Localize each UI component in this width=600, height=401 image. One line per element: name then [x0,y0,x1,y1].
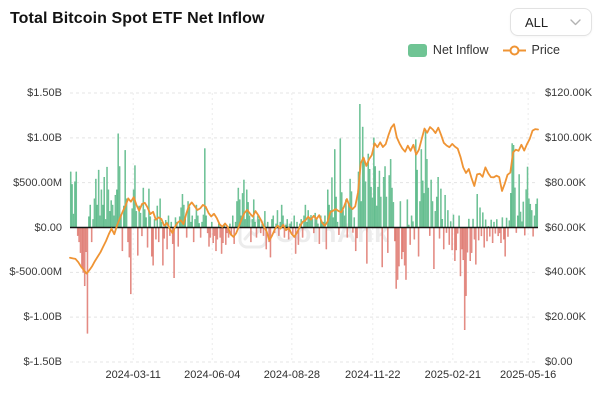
left-axis-tick: $1.00B [27,131,62,144]
right-axis-tick: $120.00K [545,87,593,99]
x-axis-tick: 2024-11-22 [345,369,401,381]
x-axis-tick: 2024-08-28 [263,369,320,381]
left-axis-tick: $-1.00B [23,311,62,324]
time-range-value: ALL [525,14,549,30]
chart-legend: Net Inflow Price [407,43,560,57]
legend-item-net-inflow[interactable]: Net Inflow [407,43,489,57]
right-axis-tick: $80.00K [545,176,586,189]
right-axis-tick: $40.00K [545,266,586,279]
price-line-marker-icon [502,45,526,55]
right-axis-tick: $20.00K [545,311,586,324]
left-axis-tick: $500.00M [13,176,62,189]
time-range-dropdown[interactable]: ALL [510,8,592,36]
right-axis-tick: $100.00K [545,131,593,144]
left-axis-tick: $-1.50B [23,356,62,368]
page-title: Total Bitcoin Spot ETF Net Inflow [10,10,265,27]
x-axis-tick: 2025-05-16 [500,369,557,381]
right-axis-tick: $60.00K [545,221,586,234]
x-axis-tick: 2024-03-11 [105,369,161,381]
chevron-down-icon [570,18,581,25]
left-axis-tick: $0.00 [34,221,62,234]
x-axis-tick: 2024-06-04 [184,369,241,381]
right-axis-tick: $0.00 [545,356,573,368]
legend-item-price[interactable]: Price [502,43,560,57]
x-axis-tick: 2025-02-21 [424,369,481,381]
left-axis-tick: $1.50B [27,87,62,99]
left-axis-tick: $-500.00M [9,266,62,279]
net-inflow-swatch-icon [407,43,427,57]
legend-label-price: Price [531,43,560,57]
legend-label-net-inflow: Net Inflow [432,43,489,57]
